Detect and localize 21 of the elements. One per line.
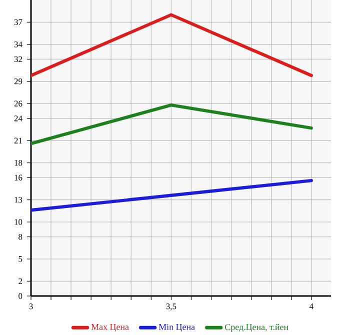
y-tick-label: 0 xyxy=(18,293,22,299)
x-tick-label: 3,5 xyxy=(166,304,176,310)
y-tick-label: 8 xyxy=(18,234,22,240)
legend-label: Max Цена xyxy=(91,324,129,332)
legend-label: Min Цена xyxy=(158,324,195,332)
x-tick-label: 3 xyxy=(29,304,33,310)
y-tick-label: 13 xyxy=(14,196,22,203)
y-tick-label: 18 xyxy=(14,160,22,166)
x-tick-label: 4 xyxy=(309,304,314,310)
y-tick-label: 16 xyxy=(14,174,22,180)
y-tick-label: 29 xyxy=(14,78,22,84)
y-tick-label: 32 xyxy=(14,56,22,62)
y-tick-label: 37 xyxy=(14,19,22,26)
y-tick-label: 5 xyxy=(18,256,22,262)
y-tick-label: 24 xyxy=(14,116,22,122)
legend-label: Сред.Цена, т.йен xyxy=(225,324,288,332)
y-tick-label: 21 xyxy=(14,138,22,144)
y-tick-label: 26 xyxy=(14,100,22,106)
y-tick-label: 10 xyxy=(14,219,22,225)
y-tick-label: 34 xyxy=(14,42,22,48)
y-tick-label: 2 xyxy=(18,278,22,284)
